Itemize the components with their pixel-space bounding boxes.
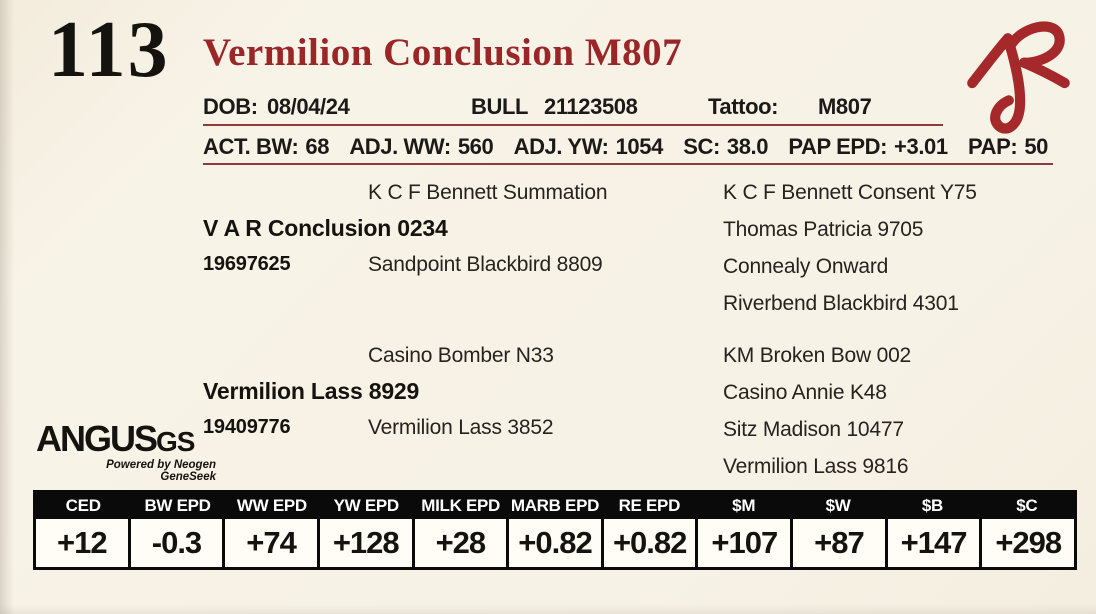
sire-granddam-name: Sandpoint Blackbird 8809 [368,253,603,276]
stat-act-bw: ACT. BW: 68 [203,134,329,160]
stat-label: SC: [683,134,720,159]
epd-value-cell: +74 [222,519,317,567]
dam-granddam-name: Vermilion Lass 3852 [368,416,554,439]
pedigree-ancestor: Vermilion Lass 9816 [723,455,909,478]
epd-table-value-row: +12 -0.3 +74 +128 +28 +0.82 +0.82 +107 +… [36,519,1075,567]
stat-value: 50 [1024,134,1048,159]
stat-pap-epd: PAP EPD: +3.01 [788,134,948,160]
epd-value-cell: +0.82 [600,519,696,567]
dob-value: 08/04/24 [267,94,350,119]
epd-header-cell: CED [65,496,101,515]
epd-value-cell: +87 [790,519,885,567]
epd-table: CED BW EPD WW EPD YW EPD MILK EPD MARB E… [33,490,1077,570]
stat-value: 38.0 [726,134,769,159]
sire-grandsire-name: K C F Bennett Summation [368,181,608,204]
epd-header-cell: MILK EPD [421,496,501,515]
epd-value-cell: +107 [695,519,791,567]
epd-value-cell: +147 [884,519,980,567]
epd-value-cell: +298 [979,519,1075,567]
lot-number: 113 [48,6,170,94]
header-rule-top [203,124,943,126]
pedigree-ancestor: K C F Bennett Consent Y75 [723,181,977,204]
epd-header-cell: $M [732,496,756,515]
pedigree-ancestor: Casino Annie K48 [723,381,887,404]
animal-name-title: Vermilion Conclusion M807 [203,31,683,74]
sex-label: BULL [471,94,529,119]
stat-label: PAP EPD: [788,134,888,159]
angus-logo-text: ANGUS [36,418,158,459]
stat-value: 68 [305,134,330,159]
stat-value: 1054 [615,134,664,159]
angus-gs-text: GS [156,426,195,457]
tattoo-value: M807 [818,94,872,119]
stat-pap: PAP: 50 [968,134,1048,160]
stat-adj-ww: ADJ. WW: 560 [349,134,493,160]
pedigree-ancestor: Sitz Madison 10477 [723,418,904,441]
epd-table-header-row: CED BW EPD WW EPD YW EPD MILK EPD MARB E… [36,493,1074,519]
id-row: DOB: 08/04/24 BULL 21123508 Tattoo: M807 [203,94,1053,120]
epd-header-cell: $W [825,496,851,515]
sire-name: V A R Conclusion 0234 [203,215,448,241]
dam-name: Vermilion Lass 8929 [203,378,420,404]
dam-grandsire-name: Casino Bomber N33 [368,344,554,367]
pedigree-ancestor: Riverbend Blackbird 4301 [723,292,959,315]
stat-label: ACT. BW: [203,134,299,159]
stat-value: +3.01 [894,134,948,159]
angusgs-logo: ANGUSGS Powered by Neogen GeneSeek [36,418,216,484]
dam-reg-number: 19409776 [203,416,291,438]
stat-label: ADJ. WW: [349,134,451,159]
stat-value: 560 [457,134,494,159]
pedigree-ancestor: KM Broken Bow 002 [723,344,912,367]
stat-label: ADJ. YW: [513,134,609,159]
stat-label: PAP: [967,134,1018,159]
sire-reg-number: 19697625 [203,253,291,275]
angus-logo-tagline: Powered by Neogen GeneSeek [106,459,216,483]
epd-value-cell: +0.82 [506,519,601,567]
epd-value-cell: +28 [411,519,507,567]
epd-header-cell: $B [921,496,943,515]
epd-header-cell: MARB EPD [510,496,600,515]
pedigree-ancestor: Thomas Patricia 9705 [723,218,924,241]
pedigree-ancestor: Connealy Onward [723,255,889,278]
epd-header-cell: WW EPD [236,496,307,515]
epd-value-cell: -0.3 [127,519,223,567]
registration-number: 21123508 [544,94,638,119]
epd-value-cell: +128 [316,519,412,567]
stat-adj-yw: ADJ. YW: 1054 [513,134,664,160]
vermilion-ranch-brand-icon [967,21,1070,134]
dob-label: DOB: [203,94,258,119]
epd-value-cell: +12 [36,519,128,567]
epd-header-cell: $C [1016,496,1038,515]
epd-header-cell: BW EPD [144,496,211,515]
performance-stats-row: ACT. BW: 68 ADJ. WW: 560 ADJ. YW: 1054 SC: 3… [203,134,1048,160]
stat-sc: SC: 38.0 [683,134,768,160]
tattoo-label: Tattoo: [708,94,779,119]
header-rule-bottom [203,163,1053,165]
epd-header-cell: RE EPD [618,496,681,515]
epd-header-cell: YW EPD [333,496,400,515]
